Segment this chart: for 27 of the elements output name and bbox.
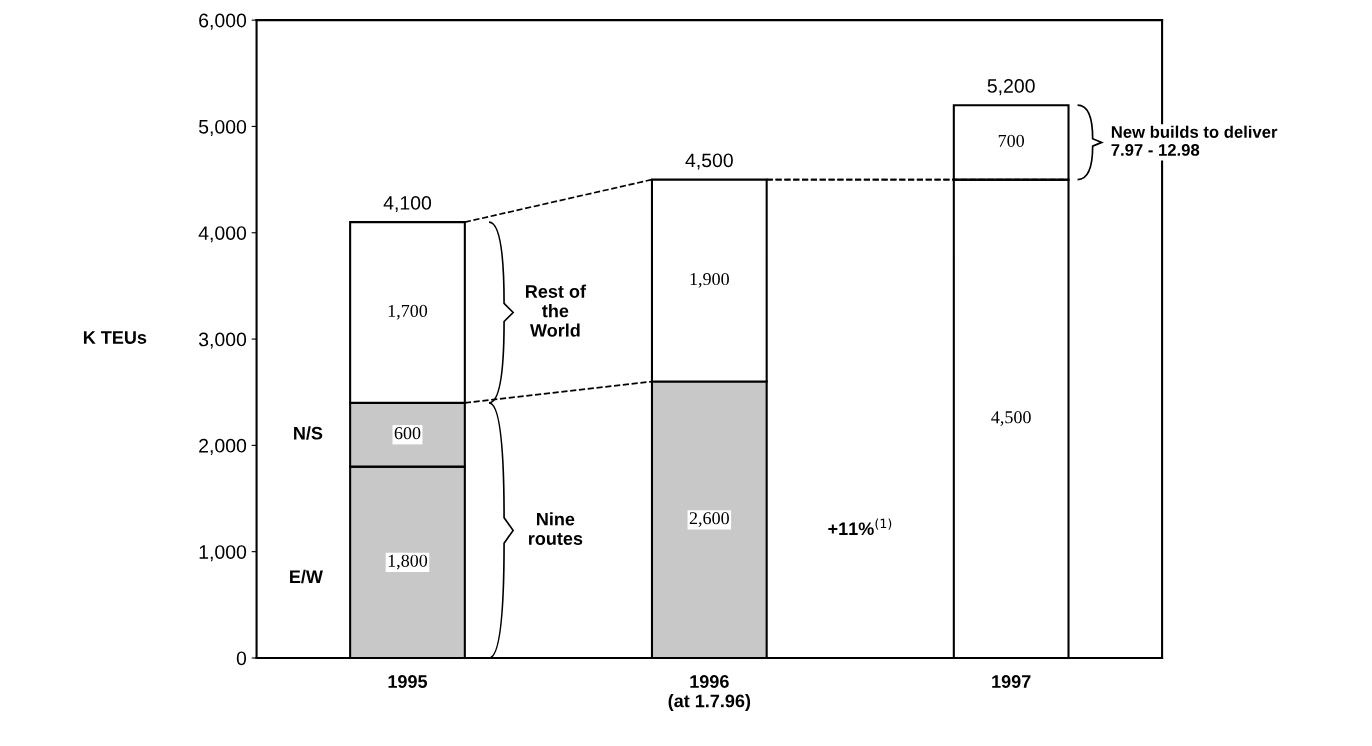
y-tick-label: 1,000 bbox=[199, 545, 247, 562]
y-tick-label: 2,000 bbox=[199, 438, 247, 455]
annotation: New builds to deliver 7.97 - 12.98 bbox=[1111, 125, 1278, 156]
total-label: 4,100 bbox=[383, 196, 432, 213]
annotation: Nine routes bbox=[528, 512, 583, 545]
data-label: 2,600 bbox=[689, 512, 729, 527]
y-tick-label: 0 bbox=[236, 651, 247, 666]
total-label: 5,200 bbox=[987, 79, 1035, 96]
series-label: E/W bbox=[290, 569, 323, 584]
y-tick-label: 3,000 bbox=[198, 332, 247, 349]
data-label: 1,700 bbox=[388, 304, 428, 320]
data-label: 4,500 bbox=[991, 411, 1031, 426]
y-tick-label: 4,000 bbox=[198, 226, 247, 243]
x-tick-label: 1997 bbox=[992, 675, 1031, 688]
series-label: N/S bbox=[294, 426, 323, 440]
x-tick-label: 1995 bbox=[388, 675, 428, 688]
y-tick-label: 5,000 bbox=[198, 119, 247, 136]
annotation: +11%$^{(1)}$ bbox=[828, 518, 892, 536]
data-label: 600 bbox=[394, 427, 421, 440]
y-tick-label: 6,000 bbox=[199, 13, 247, 30]
annotation: Rest of the World bbox=[526, 284, 587, 337]
total-label: 4,500 bbox=[685, 153, 733, 170]
x-tick-label: 1996 (at 1.7.96) bbox=[668, 675, 751, 711]
data-label: 1,800 bbox=[388, 554, 428, 570]
data-label: 1,900 bbox=[690, 272, 729, 288]
data-label: 700 bbox=[998, 134, 1025, 147]
y-axis-title: K TEUs bbox=[83, 331, 147, 344]
